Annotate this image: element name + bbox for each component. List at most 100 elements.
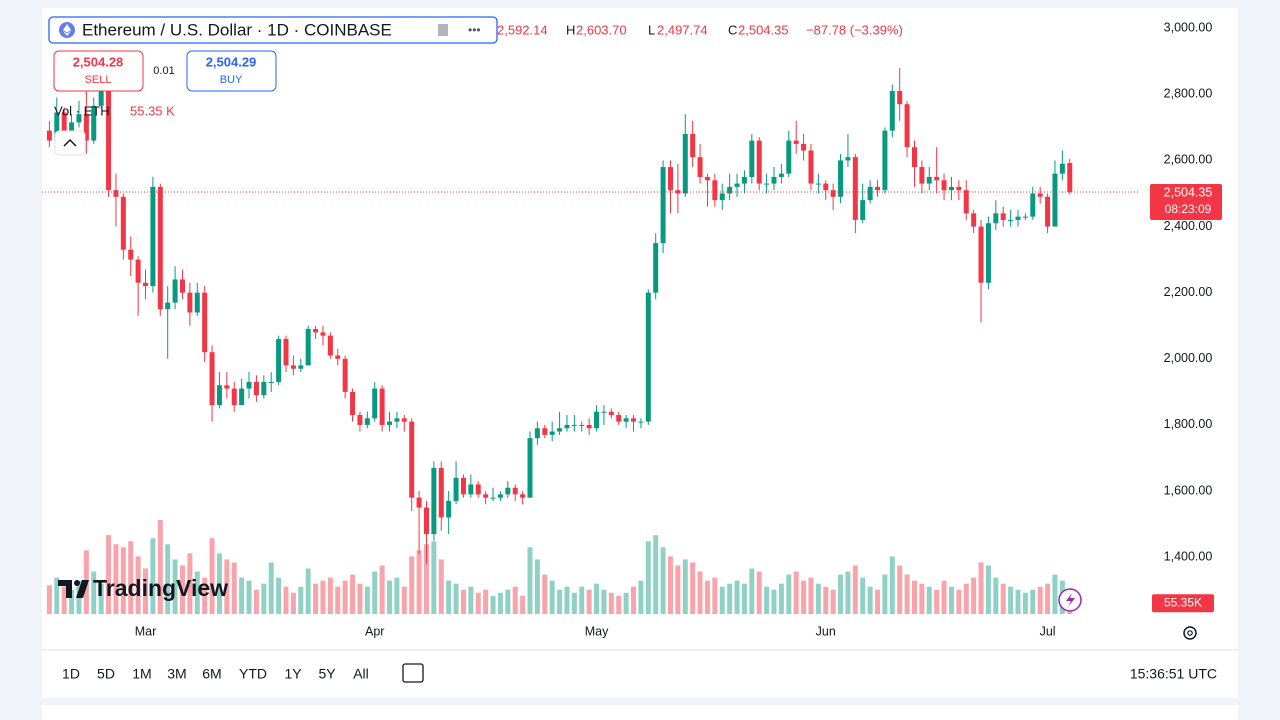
eth-glyph xyxy=(63,24,71,36)
candle-body xyxy=(682,133,688,194)
volume-bar xyxy=(276,577,282,614)
range-button[interactable]: YTD xyxy=(239,666,267,682)
y-tick-label: 2,200.00 xyxy=(1164,285,1213,299)
volume-bar xyxy=(690,562,696,614)
settings-icon[interactable] xyxy=(1183,626,1197,640)
candle-body xyxy=(594,411,600,429)
volume-bar xyxy=(1022,592,1028,614)
volume-bar xyxy=(468,586,474,614)
range-button[interactable]: 3M xyxy=(167,666,186,682)
sell-button[interactable] xyxy=(53,50,144,92)
volume-bar xyxy=(327,577,333,614)
volume-bar xyxy=(727,583,733,614)
volume-bar xyxy=(808,577,814,614)
volume-bar xyxy=(852,565,858,614)
candle-body xyxy=(431,467,437,535)
candle-body xyxy=(948,186,954,191)
candle-body xyxy=(276,338,282,382)
ohlc-open: 2,592.14 xyxy=(497,22,548,37)
candle-body xyxy=(941,180,947,191)
volume-bar xyxy=(1015,589,1021,614)
symbol-box[interactable] xyxy=(48,16,498,44)
range-button[interactable]: All xyxy=(353,666,369,682)
volume-bar xyxy=(409,556,415,614)
candle-body xyxy=(246,381,252,389)
volume-bar xyxy=(416,550,422,614)
candle-layer xyxy=(46,67,1073,564)
candle-body xyxy=(202,292,208,353)
candle-body xyxy=(298,365,304,369)
candle-body xyxy=(1067,163,1073,193)
candle-body xyxy=(1015,216,1021,220)
candle-body xyxy=(231,388,237,406)
volume-bar xyxy=(1008,586,1014,614)
candle-body xyxy=(468,484,474,495)
candle-body xyxy=(165,302,171,310)
candle-body xyxy=(764,183,770,185)
ohlc-change: −87.78 (−3.39%) xyxy=(806,22,903,37)
candle-body xyxy=(409,421,415,498)
y-tick-label: 2,000.00 xyxy=(1164,351,1213,365)
candle-body xyxy=(69,122,75,138)
candle-body xyxy=(113,190,119,197)
collapse-button[interactable] xyxy=(54,130,86,156)
volume-bar xyxy=(557,589,563,614)
candle-body xyxy=(527,438,533,498)
candle-body xyxy=(690,133,696,158)
candle-body xyxy=(993,213,999,224)
volume-bar xyxy=(475,592,481,614)
volume-bar xyxy=(357,583,363,614)
volume-bar xyxy=(941,580,947,614)
candle-body xyxy=(860,200,866,220)
range-button[interactable]: 1M xyxy=(132,666,151,682)
candle-body xyxy=(313,329,319,333)
candle-body xyxy=(712,180,718,201)
date-range-icon[interactable] xyxy=(402,663,424,683)
candle-body xyxy=(638,421,644,423)
candle-body xyxy=(187,292,193,313)
candle-body xyxy=(756,140,762,184)
candle-body xyxy=(749,140,755,177)
candle-body xyxy=(342,358,348,392)
candle-body xyxy=(653,243,659,293)
volume-bar xyxy=(719,586,725,614)
candle-body xyxy=(838,160,844,197)
volume-bar xyxy=(61,586,67,614)
volume-bar xyxy=(512,586,518,614)
buy-button[interactable] xyxy=(186,50,277,92)
volume-bar xyxy=(505,589,511,614)
candle-body xyxy=(978,226,984,283)
candle-body xyxy=(963,190,969,214)
candle-body xyxy=(209,352,215,406)
volume-bar xyxy=(660,547,666,614)
candle-body xyxy=(1008,219,1014,221)
volume-bar xyxy=(150,538,156,614)
candle-body xyxy=(327,335,333,356)
volume-bar xyxy=(364,586,370,614)
volume-bar xyxy=(734,580,740,614)
volume-bar xyxy=(268,562,274,614)
range-button[interactable]: 6M xyxy=(202,666,221,682)
candle-body xyxy=(497,494,503,498)
range-button[interactable]: 1D xyxy=(62,666,80,682)
range-button[interactable]: 1Y xyxy=(284,666,302,682)
sell-price: 2,504.28 xyxy=(73,54,124,69)
volume-bar xyxy=(623,592,629,614)
candle-body xyxy=(645,292,651,422)
clock[interactable]: 15:36:51 UTC xyxy=(1130,666,1217,682)
range-button[interactable]: 5D xyxy=(97,666,115,682)
volume-bar xyxy=(497,592,503,614)
candle-body xyxy=(387,421,393,425)
volume-bar xyxy=(542,574,548,614)
volume-bar xyxy=(608,592,614,614)
candle-body xyxy=(897,91,903,105)
candle-body xyxy=(253,381,259,396)
candle-body xyxy=(793,140,799,144)
candle-body xyxy=(98,87,104,106)
volume-bar xyxy=(342,580,348,614)
toolbar: 1D 5D 1M 3M 6M YTD 1Y 5Y All xyxy=(62,666,369,682)
assistant-glyph xyxy=(1066,593,1075,607)
range-button[interactable]: 5Y xyxy=(318,666,336,682)
volume-bar xyxy=(135,556,141,614)
